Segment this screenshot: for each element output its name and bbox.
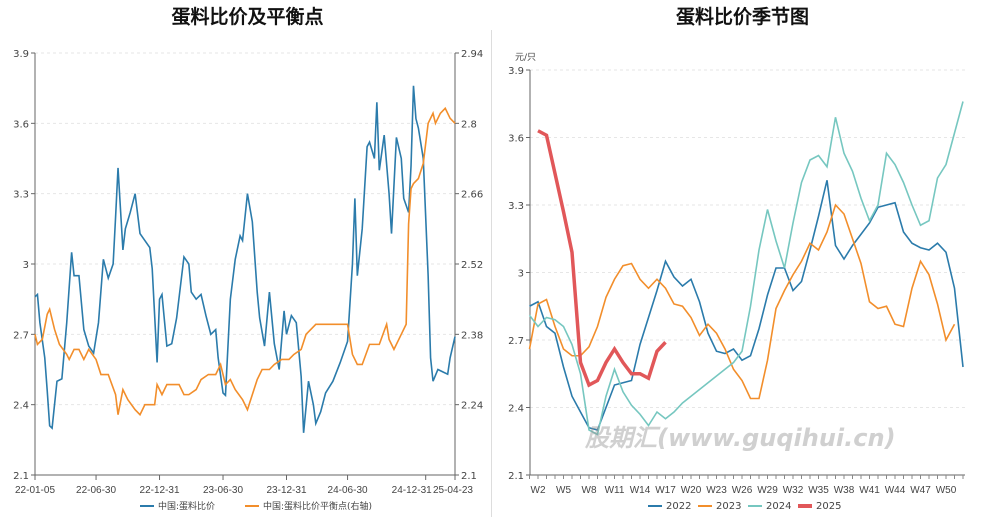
- x-tick-label: W50: [936, 485, 957, 496]
- x-tick-label: W11: [605, 485, 625, 496]
- watermark: 股期汇(www.guqihui.cn): [585, 424, 896, 452]
- right-y-tick-label: 2.8: [461, 119, 477, 130]
- legend-label: 中国:蛋料比价: [158, 500, 215, 512]
- x-tick-label: W47: [910, 485, 931, 496]
- x-tick-label: W41: [859, 485, 880, 496]
- x-tick-label: W23: [706, 485, 727, 496]
- series-line-balance: [34, 106, 456, 417]
- right-chart-title: 蛋料比价季节图: [675, 6, 809, 28]
- right-y-tick-label: 2.52: [461, 260, 483, 271]
- x-tick-label: W5: [556, 485, 571, 496]
- left-y-tick-label: 2.4: [13, 401, 29, 412]
- x-tick-label: W26: [732, 485, 753, 496]
- x-tick-label: 25-04-23: [433, 485, 473, 496]
- x-tick-label: 22-12-31: [140, 485, 180, 496]
- right-y-tick-label: 2.66: [461, 190, 483, 201]
- right-y-tick-label: 2.38: [461, 330, 483, 341]
- x-tick-label: W8: [582, 485, 597, 496]
- right-y-tick-label: 2.1: [461, 471, 477, 482]
- y-tick-label: 2.7: [508, 336, 524, 347]
- right-y-tick-label: 2.24: [461, 401, 483, 412]
- y-tick-label: 3: [518, 269, 524, 280]
- x-tick-label: W29: [757, 485, 778, 496]
- y-tick-label: 2.4: [508, 404, 524, 415]
- left-y-tick-label: 2.7: [13, 330, 29, 341]
- x-tick-label: W32: [783, 485, 804, 496]
- right-y-tick-label: 2.94: [461, 49, 483, 60]
- x-tick-label: W20: [681, 485, 702, 496]
- legend-label: 2025: [816, 501, 841, 512]
- x-tick-label: 23-12-31: [266, 485, 306, 496]
- x-tick-label: W2: [531, 485, 546, 496]
- y-tick-label: 2.1: [508, 471, 524, 482]
- y-tick-label: 3.9: [508, 66, 524, 77]
- series-line-2024: [528, 101, 964, 436]
- divider: [491, 30, 492, 517]
- x-tick-label: 23-06-30: [203, 485, 243, 496]
- x-tick-label: 24-12-31: [392, 485, 432, 496]
- left-chart-title: 蛋料比价及平衡点: [171, 6, 324, 28]
- x-tick-label: W44: [885, 485, 906, 496]
- x-tick-label: 22-01-05: [15, 485, 55, 496]
- x-tick-label: 22-06-30: [76, 485, 116, 496]
- x-tick-label: W17: [655, 485, 676, 496]
- legend-label: 2023: [716, 501, 741, 512]
- left-y-tick-label: 2.1: [13, 471, 29, 482]
- series-line-2025: [537, 129, 667, 388]
- x-tick-label: W35: [808, 485, 829, 496]
- x-tick-label: W38: [834, 485, 855, 496]
- y-tick-label: 3.3: [508, 201, 524, 212]
- x-tick-label: W14: [630, 485, 651, 496]
- unit-label: 元/只: [515, 53, 536, 63]
- legend-label: 2024: [766, 501, 791, 512]
- legend-label: 2022: [666, 501, 691, 512]
- x-tick-label: 24-06-30: [328, 485, 368, 496]
- left-y-tick-label: 3.6: [13, 119, 29, 130]
- left-y-tick-label: 3.9: [13, 49, 29, 60]
- legend-label: 中国:蛋料比价平衡点(右轴): [263, 500, 372, 512]
- series-line-ratio: [34, 85, 456, 433]
- series-line-2022: [529, 180, 964, 431]
- left-y-tick-label: 3: [23, 260, 29, 271]
- series-line-2023: [528, 203, 956, 400]
- y-tick-label: 3.6: [508, 134, 524, 145]
- left-y-tick-label: 3.3: [13, 190, 29, 201]
